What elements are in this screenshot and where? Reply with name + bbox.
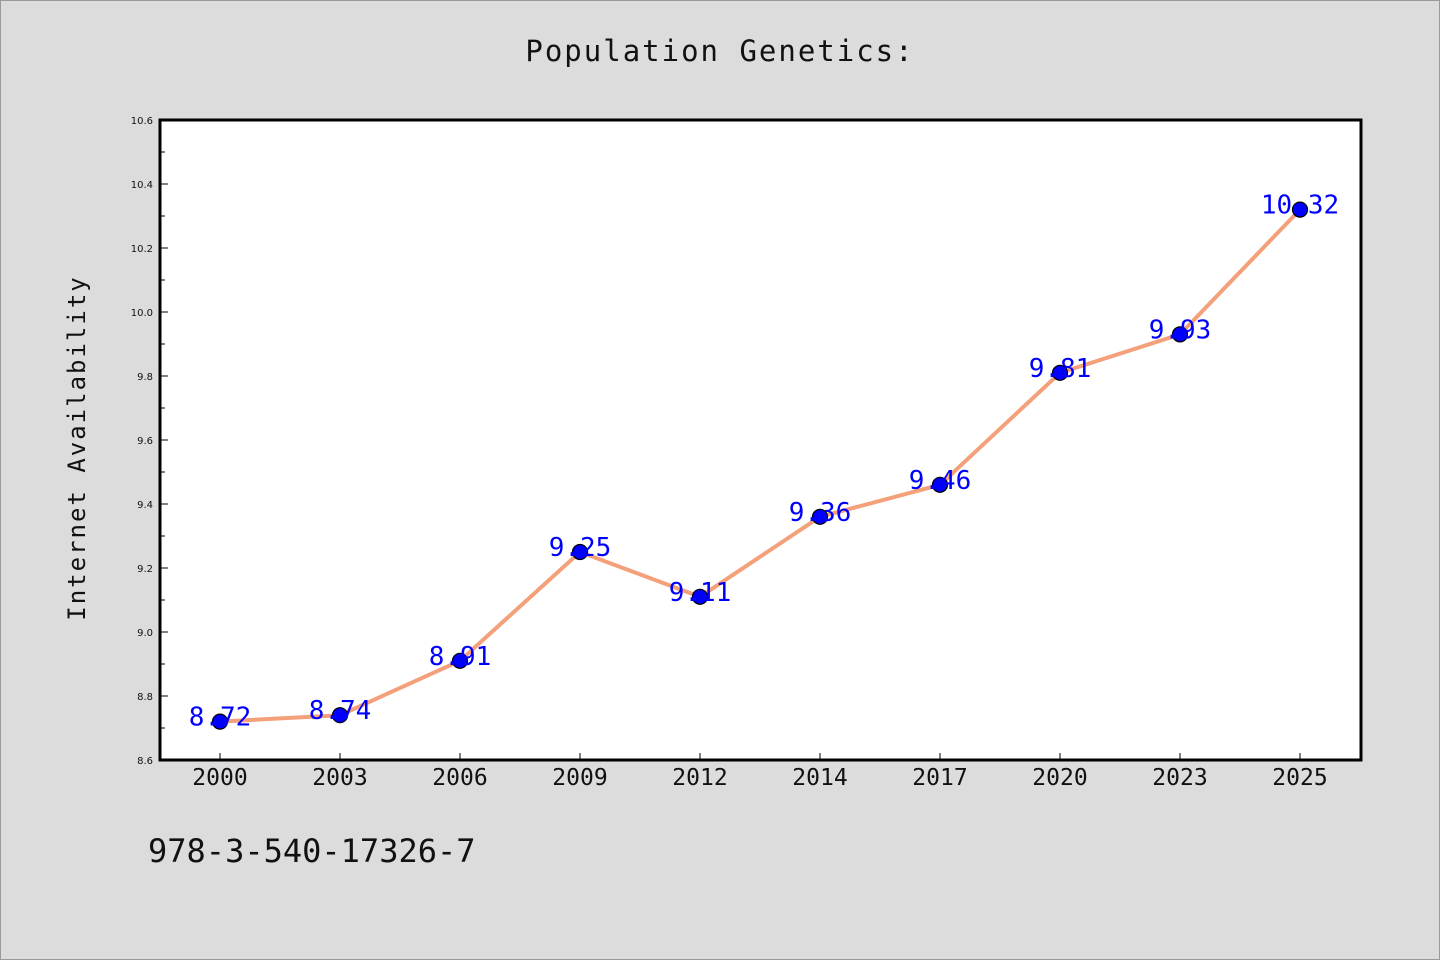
y-tick-label: 9.8	[137, 372, 153, 383]
series-line-group	[219, 208, 1302, 724]
x-tick-label: 2000	[192, 765, 247, 791]
series-line	[219, 208, 1302, 724]
footnote-isbn: 978-3-540-17326-7	[148, 832, 476, 870]
x-tick-label: 2023	[1152, 765, 1207, 791]
y-tick-label: 10.6	[131, 116, 153, 127]
y-axis-label: Internet Availability	[63, 275, 91, 620]
y-tick-label: 9.2	[137, 564, 153, 575]
data-label: 9.25	[549, 533, 612, 563]
data-point	[1171, 326, 1189, 343]
y-tick-label: 9.6	[137, 436, 153, 447]
data-point	[691, 588, 709, 605]
data-point	[811, 508, 829, 525]
data-point	[331, 707, 349, 724]
x-tick-label: 2003	[312, 765, 367, 791]
chart-title: Population Genetics:	[525, 34, 915, 68]
y-tick-label: 10.4	[131, 180, 153, 191]
x-tick-label: 2006	[432, 765, 487, 791]
data-label: 9.36	[789, 498, 852, 528]
y-tick-label: 9.0	[137, 628, 153, 639]
x-tick-label: 2014	[792, 765, 847, 791]
markers-group	[211, 201, 1309, 730]
y-axis: 8.6 8.8 9.0 9.2 9.4 9.6 9.8 10.0 10.2 10.4 10.6	[131, 116, 168, 767]
x-tick-label: 2017	[912, 765, 967, 791]
y-tick-label: 10.2	[131, 244, 153, 255]
data-label: 9.11	[669, 578, 732, 608]
x-tick-label: 2012	[672, 765, 727, 791]
y-tick-label: 8.8	[137, 692, 153, 703]
data-label: 8.91	[429, 642, 492, 672]
data-label: 9.93	[1149, 315, 1212, 345]
data-label: 10.32	[1261, 191, 1339, 221]
y-tick-label: 10.0	[131, 308, 153, 319]
x-tick-label: 2009	[552, 765, 607, 791]
y-tick-label: 8.6	[137, 756, 153, 767]
x-axis: 2000 2003 2006 2009 2012 2014 2017 2020 2023 2025	[192, 753, 1328, 791]
data-point	[211, 713, 229, 730]
x-tick-label: 2025	[1272, 765, 1327, 791]
data-labels-group: 8.72 8.74 8.91 9.25 9.11 9.36 9.46 9.81 9.93 10.3…	[189, 191, 1339, 733]
data-point	[571, 543, 589, 561]
y-tick-label: 9.4	[137, 500, 153, 511]
data-point	[451, 652, 469, 669]
data-point	[1051, 364, 1069, 381]
data-point	[1291, 201, 1309, 218]
data-label: 8.74	[309, 696, 372, 726]
data-label: 9.81	[1029, 354, 1092, 384]
x-tick-label: 2020	[1032, 765, 1087, 791]
data-label: 8.72	[189, 703, 252, 733]
data-label: 9.46	[909, 466, 972, 496]
plot-area	[158, 118, 1363, 762]
data-point	[931, 476, 949, 493]
